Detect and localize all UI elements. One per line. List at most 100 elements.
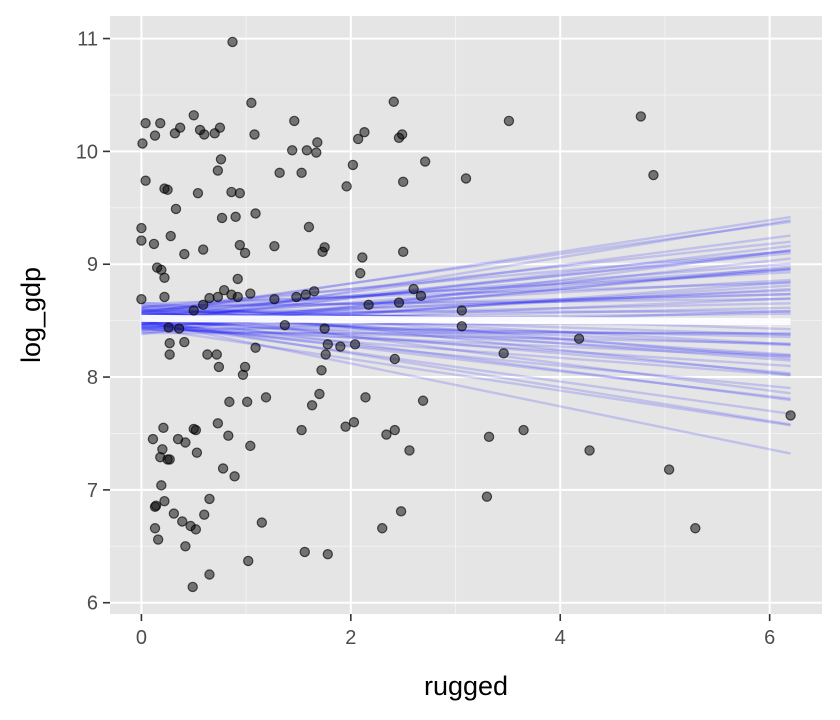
x-tick-label: 4 xyxy=(555,627,566,649)
data-point xyxy=(163,322,174,333)
fit-line xyxy=(141,327,791,358)
data-point xyxy=(156,480,167,491)
x-tick-label: 2 xyxy=(345,627,356,649)
data-point xyxy=(212,418,224,429)
fit-line xyxy=(141,292,791,317)
data-point xyxy=(155,117,166,129)
mean-fit-line xyxy=(141,314,791,326)
data-point xyxy=(388,96,399,107)
data-point xyxy=(216,212,228,224)
data-point xyxy=(314,388,325,400)
data-point xyxy=(481,491,493,502)
data-point xyxy=(289,115,300,127)
fit-line xyxy=(141,319,791,455)
data-point xyxy=(348,416,360,428)
data-point xyxy=(397,246,409,258)
data-point xyxy=(204,493,215,505)
fit-line xyxy=(141,219,791,327)
data-point xyxy=(234,187,246,199)
fit-line xyxy=(141,251,791,318)
data-point xyxy=(164,454,175,465)
data-point xyxy=(218,284,230,296)
data-point xyxy=(241,396,253,408)
data-point xyxy=(335,341,346,352)
fit-line xyxy=(141,322,791,368)
y-tick-label: 10 xyxy=(76,141,98,163)
fit-line xyxy=(141,301,791,360)
data-point xyxy=(352,133,364,145)
data-point xyxy=(159,291,170,303)
data-point xyxy=(393,132,405,144)
fit-line xyxy=(141,323,791,390)
data-point xyxy=(237,369,249,380)
data-point xyxy=(269,240,280,252)
y-axis: 6 7 8 9 10 11 xyxy=(76,29,110,615)
data-point xyxy=(212,291,224,303)
y-tick-label: 7 xyxy=(87,480,98,502)
data-point xyxy=(223,430,234,441)
fit-line xyxy=(141,249,791,322)
data-point xyxy=(301,145,313,156)
data-point xyxy=(168,508,180,519)
data-point xyxy=(174,122,186,133)
fit-line xyxy=(141,289,791,320)
data-point xyxy=(363,299,374,311)
x-axis: 0 2 4 6 xyxy=(136,614,775,649)
plot-panel xyxy=(110,16,822,614)
data-point xyxy=(165,230,176,242)
data-point xyxy=(180,437,191,448)
data-point xyxy=(229,471,240,482)
data-point xyxy=(164,338,175,349)
y-tick-label: 8 xyxy=(87,367,98,389)
fit-line xyxy=(141,280,791,332)
x-tick-label: 0 xyxy=(136,627,147,649)
x-axis-title: rugged xyxy=(424,671,508,701)
data-point xyxy=(269,294,280,305)
data-point xyxy=(232,273,243,285)
fit-line xyxy=(141,240,791,313)
data-point xyxy=(395,506,407,517)
data-point xyxy=(408,283,419,295)
fit-line xyxy=(141,328,791,345)
data-point xyxy=(180,541,191,552)
data-point xyxy=(232,291,243,303)
data-point xyxy=(518,424,529,436)
data-point xyxy=(256,517,268,528)
data-point xyxy=(456,321,468,332)
y-tick-label: 9 xyxy=(87,254,98,276)
fit-line xyxy=(141,318,791,426)
fit-line xyxy=(141,262,791,314)
data-point xyxy=(303,221,315,233)
data-point xyxy=(584,445,595,456)
fit-line xyxy=(141,321,791,339)
data-point xyxy=(635,111,647,122)
data-point xyxy=(306,400,318,411)
y-tick-label: 11 xyxy=(77,29,98,51)
data-point xyxy=(173,323,185,334)
data-point xyxy=(246,97,257,109)
fit-line xyxy=(141,308,791,395)
fit-line xyxy=(141,270,791,309)
data-point xyxy=(245,288,256,299)
data-point xyxy=(199,509,210,520)
data-point xyxy=(177,516,188,527)
data-point xyxy=(190,524,202,535)
data-point xyxy=(389,424,400,436)
data-point xyxy=(498,348,509,359)
data-point xyxy=(136,294,147,305)
data-point xyxy=(215,154,227,165)
data-point xyxy=(274,167,285,179)
fit-line xyxy=(141,314,791,402)
data-point xyxy=(239,247,251,259)
data-point xyxy=(187,581,198,593)
data-point xyxy=(227,36,238,48)
data-point xyxy=(191,447,203,458)
data-point xyxy=(192,187,204,199)
fit-line xyxy=(141,319,791,357)
data-point xyxy=(140,175,151,186)
fit-line xyxy=(141,244,791,325)
data-point xyxy=(149,130,161,141)
data-point xyxy=(483,431,495,443)
data-point xyxy=(296,424,307,436)
